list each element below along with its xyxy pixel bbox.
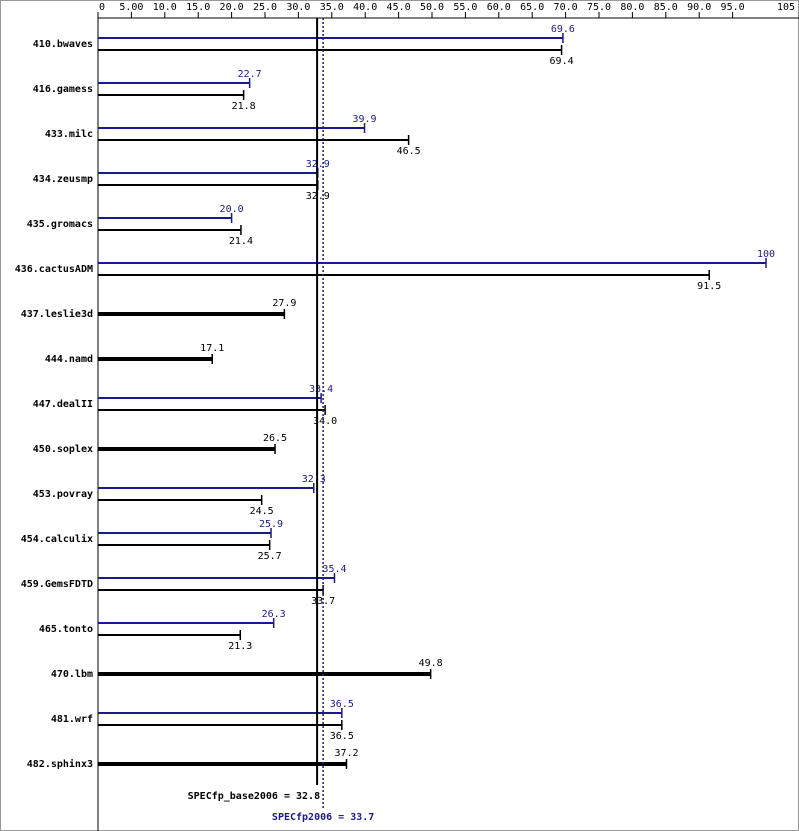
x-tick-label: 35.0 xyxy=(320,2,344,13)
x-tick-label: 95.0 xyxy=(721,2,745,13)
value-label: 33.4 xyxy=(309,384,333,395)
category-label: 447.dealII xyxy=(33,399,93,410)
x-tick-label: 0 xyxy=(99,2,105,13)
value-label: 69.6 xyxy=(551,24,575,35)
value-label: 39.9 xyxy=(352,114,376,125)
x-tick-label: 70.0 xyxy=(554,2,578,13)
value-label: 46.5 xyxy=(397,146,421,157)
value-label: 91.5 xyxy=(697,281,721,292)
x-tick-label: 20.0 xyxy=(220,2,244,13)
x-tick-label: 75.0 xyxy=(587,2,611,13)
x-tick-label: 50.0 xyxy=(420,2,444,13)
category-label: 437.leslie3d xyxy=(21,308,93,320)
x-tick-label: 55.0 xyxy=(453,2,477,13)
value-label: 20.0 xyxy=(220,204,244,215)
category-label: 454.calculix xyxy=(21,533,93,545)
value-label: 17.1 xyxy=(200,343,224,354)
value-label: 21.3 xyxy=(228,641,252,652)
category-label: 459.GemsFDTD xyxy=(21,579,93,590)
value-label: 37.2 xyxy=(334,748,358,759)
category-label: 453.povray xyxy=(33,489,93,500)
category-label: 482.sphinx3 xyxy=(27,758,93,770)
x-tick-label: 15.0 xyxy=(186,2,210,13)
category-label: 436.cactusADM xyxy=(15,264,93,275)
category-label: 434.zeusmp xyxy=(33,174,93,185)
value-label: 25.7 xyxy=(258,551,282,562)
x-tick-label: 90.0 xyxy=(687,2,711,13)
category-label: 435.gromacs xyxy=(27,219,93,230)
value-label: 100 xyxy=(757,249,775,260)
reference-label: SPECfp2006 = 33.7 xyxy=(272,812,374,823)
value-label: 24.5 xyxy=(250,506,274,517)
reference-label: SPECfp_base2006 = 32.8 xyxy=(188,791,320,802)
category-label: 416.gamess xyxy=(33,84,93,95)
x-tick-label: 5.00 xyxy=(119,2,143,13)
x-tick-label: 60.0 xyxy=(487,2,511,13)
value-label: 26.5 xyxy=(263,433,287,444)
x-tick-label: 80.0 xyxy=(620,2,644,13)
value-label: 33.7 xyxy=(311,596,335,607)
x-tick-label: 45.0 xyxy=(387,2,411,13)
value-label: 36.5 xyxy=(330,699,354,710)
value-label: 35.4 xyxy=(322,564,346,575)
value-label: 69.4 xyxy=(550,56,574,67)
x-tick-label: 65.0 xyxy=(520,2,544,13)
category-label: 410.bwaves xyxy=(33,39,93,50)
value-label: 27.9 xyxy=(272,298,296,309)
category-label: 481.wrf xyxy=(51,714,93,725)
category-label: 470.lbm xyxy=(51,669,93,680)
category-label: 450.soplex xyxy=(33,444,93,455)
value-label: 34.0 xyxy=(313,416,337,427)
x-tick-label: 40.0 xyxy=(353,2,377,13)
category-label: 444.namd xyxy=(45,354,93,365)
x-tick-label: 10.0 xyxy=(153,2,177,13)
value-label: 21.4 xyxy=(229,236,253,247)
x-tick-label: 85.0 xyxy=(654,2,678,13)
value-label: 22.7 xyxy=(238,69,262,80)
category-label: 465.tonto xyxy=(39,624,93,635)
value-label: 32.3 xyxy=(302,474,326,485)
value-label: 36.5 xyxy=(330,731,354,742)
x-tick-label: 30.0 xyxy=(286,2,310,13)
value-label: 25.9 xyxy=(259,519,283,530)
value-label: 49.8 xyxy=(419,658,443,669)
value-label: 21.8 xyxy=(232,101,256,112)
x-tick-label: 25.0 xyxy=(253,2,277,13)
x-tick-label: 105 xyxy=(777,2,795,13)
value-label: 26.3 xyxy=(262,609,286,620)
category-label: 433.milc xyxy=(45,128,93,140)
